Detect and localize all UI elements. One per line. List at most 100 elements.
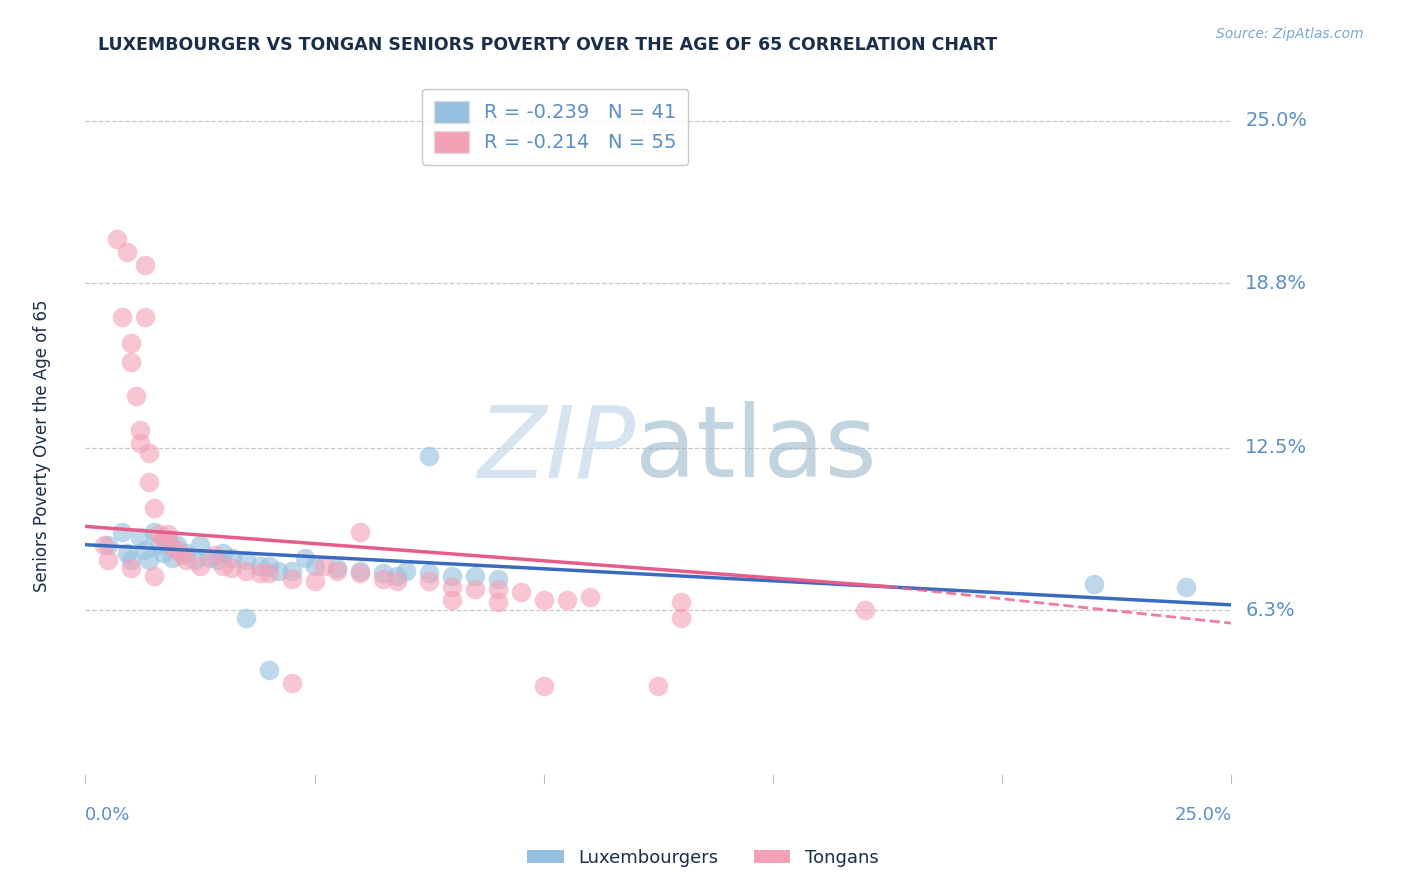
Point [441, 580, 464, 594]
Text: 12.5%: 12.5% [1246, 438, 1308, 458]
Text: 25.0%: 25.0% [1246, 112, 1308, 130]
Point [418, 449, 440, 463]
Point [349, 524, 371, 539]
Text: 0.0%: 0.0% [86, 806, 131, 824]
Text: Seniors Poverty Over the Age of 65: Seniors Poverty Over the Age of 65 [34, 300, 51, 592]
Point [671, 595, 693, 609]
Point [304, 574, 326, 589]
Text: atlas: atlas [636, 401, 877, 499]
Point [464, 569, 486, 583]
Point [97, 553, 120, 567]
Point [143, 569, 166, 583]
Point [221, 561, 243, 575]
Point [441, 592, 464, 607]
Point [671, 611, 693, 625]
Point [555, 592, 578, 607]
Text: LUXEMBOURGER VS TONGAN SENIORS POVERTY OVER THE AGE OF 65 CORRELATION CHART: LUXEMBOURGER VS TONGAN SENIORS POVERTY O… [98, 36, 997, 54]
Point [385, 574, 408, 589]
Point [249, 566, 271, 581]
Point [464, 582, 486, 597]
Point [647, 679, 669, 693]
Point [162, 550, 184, 565]
Text: 6.3%: 6.3% [1246, 600, 1295, 620]
Point [174, 553, 197, 567]
Point [533, 679, 555, 693]
Point [249, 558, 271, 573]
Point [280, 572, 302, 586]
Point [373, 566, 395, 581]
Point [166, 538, 188, 552]
Point [349, 566, 371, 581]
Point [170, 548, 193, 562]
Point [115, 244, 138, 259]
Point [120, 553, 142, 567]
Point [418, 566, 440, 581]
Point [97, 538, 120, 552]
Point [111, 310, 134, 324]
Point [235, 611, 257, 625]
Point [129, 435, 152, 450]
Point [1174, 580, 1197, 594]
Point [235, 553, 257, 567]
Point [188, 558, 211, 573]
Point [257, 663, 280, 677]
Point [312, 558, 335, 573]
Point [853, 603, 876, 617]
Point [188, 538, 211, 552]
Point [134, 258, 156, 272]
Point [486, 572, 509, 586]
Point [211, 545, 233, 559]
Point [385, 569, 408, 583]
Point [148, 527, 170, 541]
Point [198, 550, 221, 565]
Text: Source: ZipAtlas.com: Source: ZipAtlas.com [1216, 27, 1364, 41]
Point [267, 564, 290, 578]
Point [395, 564, 418, 578]
Point [148, 538, 170, 552]
Point [184, 553, 207, 567]
Point [441, 569, 464, 583]
Point [105, 231, 128, 245]
Point [294, 550, 316, 565]
Text: 25.0%: 25.0% [1174, 806, 1232, 824]
Point [373, 572, 395, 586]
Point [156, 527, 179, 541]
Text: 18.8%: 18.8% [1246, 274, 1308, 293]
Point [138, 446, 160, 460]
Point [152, 533, 174, 547]
Legend: Luxembourgers, Tongans: Luxembourgers, Tongans [520, 842, 886, 874]
Point [174, 545, 197, 559]
Legend: R = -0.239   N = 41, R = -0.214   N = 55: R = -0.239 N = 41, R = -0.214 N = 55 [422, 89, 689, 165]
Point [156, 533, 179, 547]
Text: ZIP: ZIP [477, 401, 636, 499]
Point [221, 550, 243, 565]
Point [115, 545, 138, 559]
Point [326, 561, 349, 575]
Point [162, 541, 184, 555]
Point [129, 423, 152, 437]
Point [152, 545, 174, 559]
Point [578, 590, 600, 604]
Point [257, 558, 280, 573]
Point [202, 548, 225, 562]
Point [93, 538, 115, 552]
Point [134, 543, 156, 558]
Point [129, 530, 152, 544]
Point [207, 553, 229, 567]
Point [326, 564, 349, 578]
Point [211, 558, 233, 573]
Point [111, 524, 134, 539]
Point [120, 561, 142, 575]
Point [486, 582, 509, 597]
Point [509, 584, 531, 599]
Point [304, 558, 326, 573]
Point [1083, 577, 1105, 591]
Point [138, 553, 160, 567]
Point [280, 564, 302, 578]
Point [418, 574, 440, 589]
Point [120, 336, 142, 351]
Point [257, 566, 280, 581]
Point [134, 310, 156, 324]
Point [280, 676, 302, 690]
Point [125, 388, 148, 402]
